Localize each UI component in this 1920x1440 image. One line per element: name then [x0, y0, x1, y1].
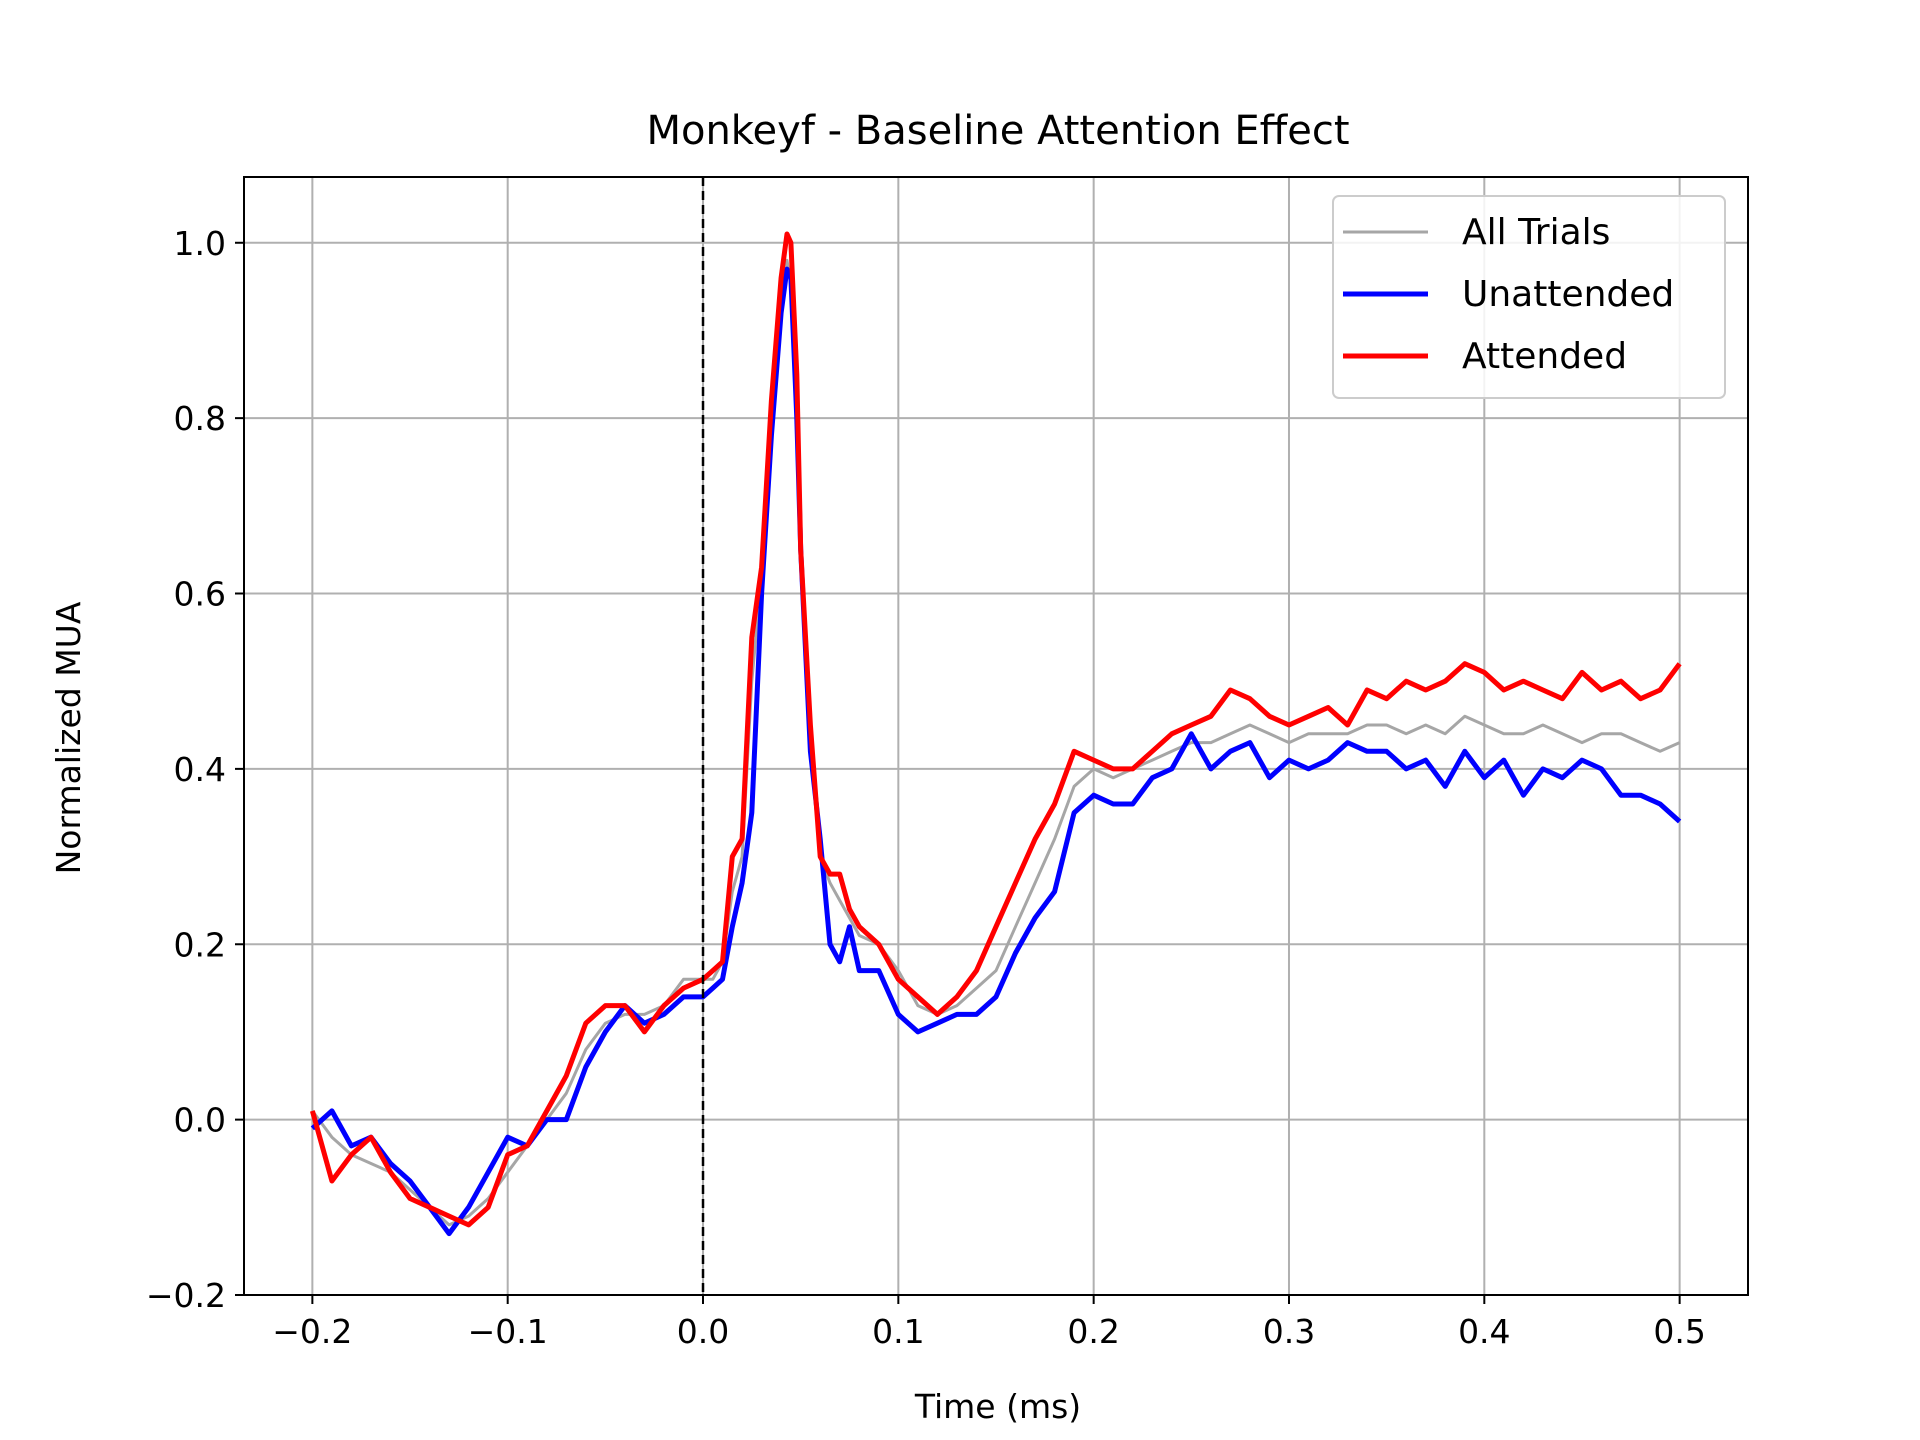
legend-label: Unattended: [1462, 274, 1674, 315]
y-tick-label: 0.8: [174, 399, 226, 438]
x-axis-label: Time (ms): [914, 1387, 1081, 1426]
plot-frame: [243, 176, 1749, 1296]
x-tick-label: 0.3: [1263, 1312, 1315, 1351]
series-line-attended: [309, 231, 1682, 1228]
y-tick-label: −0.2: [146, 1276, 226, 1315]
x-tick-label: 0.4: [1458, 1312, 1510, 1351]
y-tick-label: 0.6: [174, 575, 226, 614]
chart-title: Monkeyf - Baseline Attention Effect: [646, 108, 1349, 154]
y-tick-label: 0.0: [174, 1101, 226, 1140]
legend: All Trials Unattended Attended: [1332, 195, 1726, 399]
y-tick-label: 0.2: [174, 925, 226, 964]
x-tick-label: 0.2: [1067, 1312, 1119, 1351]
y-axis-label: Normalized MUA: [49, 601, 88, 874]
series-line-unattended: [310, 266, 1682, 1237]
legend-label: Attended: [1462, 336, 1627, 377]
x-tick-label: 0.0: [677, 1312, 729, 1351]
axis-ticks: −0.2 −0.1 0.0 0.1 0.2 0.3 0.4 0.5 −0.2 0.0 0.2 0.4 0…: [146, 224, 1706, 1351]
legend-box: [1332, 195, 1726, 399]
x-tick-label: −0.2: [272, 1312, 352, 1351]
y-tick-label: 1.0: [174, 224, 226, 263]
x-tick-label: 0.5: [1653, 1312, 1705, 1351]
x-tick-label: 0.1: [872, 1312, 924, 1351]
legend-label: All Trials: [1462, 212, 1610, 253]
series-line-all-trials: [311, 258, 1681, 1227]
x-tick-label: −0.1: [468, 1312, 548, 1351]
y-tick-label: 0.4: [174, 750, 226, 789]
series-lines: [309, 231, 1682, 1237]
